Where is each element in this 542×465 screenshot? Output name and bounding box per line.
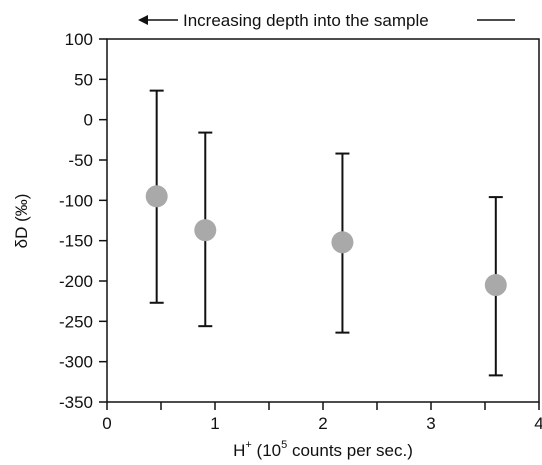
y-tick-label: -250 [59,312,93,331]
annotation-text: Increasing depth into the sample [183,11,429,30]
x-tick-label: 0 [102,414,111,433]
x-tick-label: 3 [426,414,435,433]
x-axis-title-main: H [233,441,245,460]
data-point [331,231,354,254]
y-tick-label: -300 [59,353,93,372]
y-axis: 100 50 0 -50 -100 -150 -200 -250 -300 -350 [59,30,107,412]
y-tick-label: 0 [84,111,93,130]
y-tick-label: -50 [68,151,93,170]
annotation-arrowhead [138,15,148,25]
x-axis-title: H+ (105 counts per sec.) [233,439,413,460]
x-tick-label: 4 [534,414,542,433]
x-axis-title-suffix: counts per sec.) [287,441,413,460]
y-tick-label: -100 [59,191,93,210]
y-tick-label: -350 [59,393,93,412]
data-marks [145,89,507,377]
x-axis-title-prefix: (10 [252,441,281,460]
y-tick-label: 100 [65,30,93,49]
y-tick-label: -150 [59,232,93,251]
x-axis-title-superscript: + [245,439,251,451]
data-point [484,274,507,297]
data-point [145,185,168,208]
plot-frame [106,38,540,403]
y-axis-title: δD (‰) [12,194,31,249]
depth-annotation: Increasing depth into the sample [138,11,515,30]
x-tick-label: 2 [318,414,327,433]
x-axis-title-exponent: 5 [281,439,287,451]
y-tick-label: -200 [59,272,93,291]
x-tick-label: 1 [210,414,219,433]
x-axis: 0 1 2 3 4 [102,402,542,433]
y-tick-label: 50 [74,70,93,89]
data-point [194,219,217,242]
